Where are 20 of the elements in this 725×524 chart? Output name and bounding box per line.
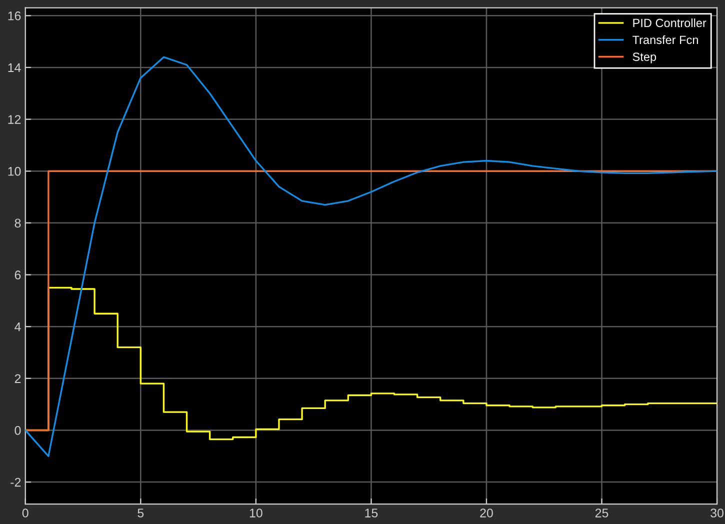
- y-tick-label: 4: [14, 322, 21, 332]
- x-tick-label: 5: [138, 508, 144, 518]
- y-tick-label: 2: [14, 374, 21, 383]
- x-tick-label: 30: [710, 508, 724, 518]
- y-tick-label: 12: [8, 115, 21, 124]
- legend-label: Step: [632, 52, 656, 64]
- y-tick-label: 8: [14, 218, 21, 228]
- x-tick-label: 20: [480, 508, 493, 518]
- legend-label: Transfer Fcn: [632, 35, 698, 44]
- y-tick-label: 14: [8, 63, 21, 72]
- y-tick-label: 6: [14, 270, 21, 280]
- x-tick-label: 25: [595, 508, 608, 518]
- y-tick-label: 0: [14, 426, 21, 435]
- x-tick-label: 10: [250, 508, 262, 518]
- y-tick-label: -2: [10, 478, 21, 487]
- y-tick-label: 10: [8, 166, 21, 176]
- y-tick-label: 16: [8, 11, 21, 20]
- x-tick-label: 0: [22, 508, 28, 518]
- legend-label: PID Controller: [633, 18, 706, 28]
- x-tick-label: 15: [365, 508, 378, 518]
